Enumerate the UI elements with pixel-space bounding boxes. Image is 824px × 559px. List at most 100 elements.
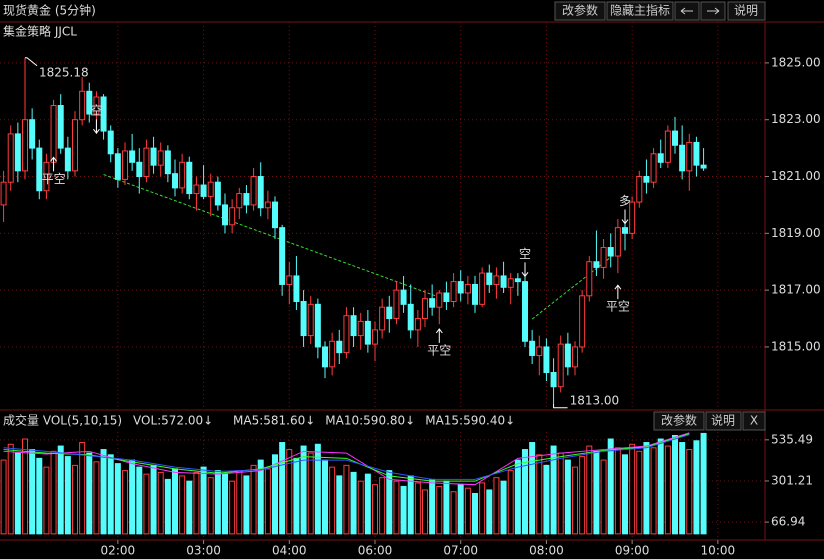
y-tick-label: 1825.00	[771, 55, 821, 69]
candle-body	[250, 176, 257, 206]
volume-bar	[486, 489, 493, 535]
candle-body	[293, 275, 300, 302]
button-label[interactable]: 改参数	[661, 413, 697, 428]
volume-bar	[136, 466, 143, 535]
signal-label: 平空	[606, 300, 630, 314]
candle-body	[550, 372, 557, 388]
button-label[interactable]: 改参数	[562, 3, 598, 18]
candle-body	[214, 181, 221, 206]
x-tick-label: 06:00	[358, 544, 393, 558]
volume-bar	[322, 459, 328, 535]
button-label[interactable]: X	[750, 414, 758, 428]
button-label[interactable]: 隐藏主指标	[610, 3, 670, 18]
volume-bar	[593, 450, 600, 535]
candle-body	[150, 147, 157, 166]
candle-body	[579, 295, 586, 348]
button-label[interactable]: 说明	[734, 3, 758, 18]
y-tick-label: 301.21	[771, 473, 813, 487]
volume-bar	[293, 457, 300, 535]
signal-arrow	[621, 209, 629, 225]
candle-body	[79, 90, 86, 121]
candle-body	[157, 150, 164, 166]
candle-body	[0, 181, 7, 206]
candle-body	[443, 292, 450, 302]
button[interactable]: 隐藏主指标	[606, 1, 674, 21]
volume-bar	[500, 480, 507, 535]
extreme-label: 1825.18	[39, 65, 89, 79]
candle-body	[400, 289, 407, 305]
button[interactable]: 改参数	[653, 411, 705, 431]
candle-body	[307, 303, 314, 337]
volume-bar	[314, 443, 321, 535]
button-left[interactable]	[674, 1, 700, 21]
signal-arrow	[435, 328, 443, 343]
legend-entry: MA15:590.40↓	[425, 414, 515, 428]
volume-bar	[379, 477, 386, 535]
candle-body	[657, 153, 664, 163]
candle-body	[457, 281, 464, 294]
candle-body	[500, 275, 507, 288]
volume-bar	[700, 432, 707, 535]
volume-bar	[579, 456, 586, 535]
candle-body	[700, 164, 707, 169]
candle-body	[172, 173, 178, 189]
candle-body	[536, 346, 543, 356]
candle-body	[664, 130, 671, 163]
signal-label: 空	[519, 247, 531, 261]
candle-body	[564, 343, 571, 368]
candle-body	[114, 153, 121, 180]
candle-body	[514, 278, 521, 283]
volume-bar	[150, 464, 157, 535]
volume-bar	[172, 468, 178, 535]
strategy-name: 集金策略 JJCL	[3, 24, 77, 39]
candle-body	[193, 184, 200, 195]
volume-bar	[122, 470, 128, 535]
signal-label: 空	[90, 104, 102, 118]
signal-arrow	[614, 284, 622, 300]
trend-line	[531, 256, 612, 320]
volume-bar	[457, 484, 464, 535]
candle-body	[236, 193, 243, 209]
y-tick-label: 535.49	[771, 432, 813, 446]
candle-body	[50, 105, 57, 163]
volume-bar	[400, 485, 407, 535]
candle-body	[364, 320, 371, 345]
volume-bar	[264, 468, 271, 535]
candle-body	[257, 176, 264, 209]
legend-entry: MA5:581.60↓	[233, 414, 315, 428]
signal-arrow	[50, 156, 57, 172]
candle-body	[422, 298, 428, 320]
candle-body	[143, 147, 150, 178]
volume-bar	[529, 442, 536, 535]
volume-bar	[279, 442, 286, 535]
button-right[interactable]	[700, 1, 726, 21]
button[interactable]: 说明	[705, 411, 742, 431]
candle-body	[93, 96, 100, 115]
volume-bar	[643, 442, 650, 535]
button-label[interactable]: 说明	[711, 413, 735, 428]
volume-bar	[657, 438, 664, 535]
x-tick-label: 08:00	[529, 544, 564, 558]
x-tick-label: 09:00	[615, 544, 650, 558]
candle-body	[322, 346, 328, 368]
volume-bar	[300, 445, 307, 535]
button[interactable]: 改参数	[554, 1, 606, 21]
candle-body	[436, 292, 443, 308]
ma-line	[3, 433, 690, 482]
candle-body	[522, 281, 528, 342]
volume-bar	[443, 480, 450, 535]
candle-body	[86, 90, 93, 115]
candle-body	[72, 119, 78, 172]
volume-bar	[286, 449, 293, 535]
y-tick-label: 1819.00	[771, 226, 821, 240]
candle-body	[186, 161, 193, 195]
button[interactable]: 说明	[727, 1, 766, 21]
candle-body	[486, 272, 493, 285]
button[interactable]: X	[742, 411, 766, 431]
volume-bar	[36, 457, 43, 535]
volume-bar	[686, 449, 693, 535]
volume-bar	[514, 459, 521, 535]
candle-body	[29, 119, 36, 149]
volume-bar	[650, 447, 657, 535]
